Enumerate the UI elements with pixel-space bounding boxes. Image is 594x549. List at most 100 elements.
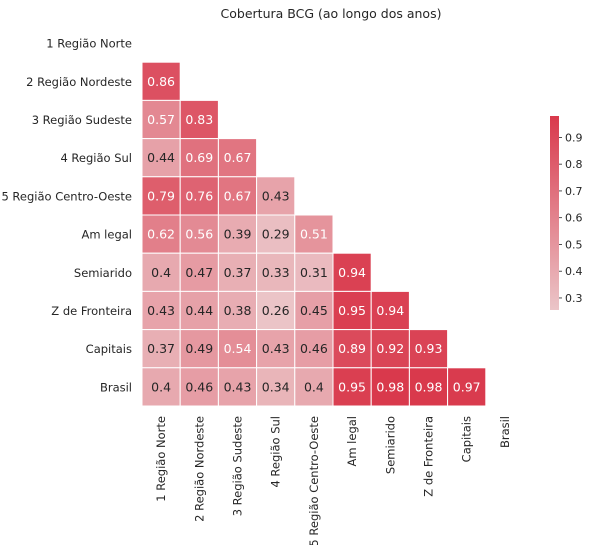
chart-title: Cobertura BCG (ao longo dos anos)	[221, 6, 442, 21]
heatmap-cell	[256, 252, 296, 292]
cell-value-label: 0.4	[151, 379, 171, 394]
x-tick-label-5-regiao-centro-oeste: 5 Região Centro-Oeste	[307, 416, 321, 545]
heatmap-cell	[179, 252, 219, 292]
x-tick-label-2-regiao-nordeste: 2 Região Nordeste	[192, 416, 206, 522]
cell-value-label: 0.97	[453, 379, 481, 394]
heatmap-cell	[217, 252, 258, 292]
cell-value-label: 0.56	[185, 227, 213, 242]
x-tick-label-capitais: Capitais	[460, 416, 474, 462]
cell-value-label: 0.92	[376, 341, 404, 356]
cell-value-label: 0.4	[304, 379, 324, 394]
cell-value-label: 0.37	[147, 341, 175, 356]
heatmap-cell	[370, 290, 410, 331]
colorbar-tick-label: 0.5	[565, 238, 583, 251]
y-tick-label-am-legal: Am legal	[81, 228, 132, 242]
cell-value-label: 0.44	[147, 150, 175, 165]
colorbar-tick-label: 0.7	[565, 185, 583, 198]
y-tick-label-1-regiao-norte: 1 Região Norte	[46, 37, 132, 51]
cell-value-label: 0.39	[224, 227, 252, 242]
cell-value-label: 0.26	[262, 303, 290, 318]
heatmap-cell	[256, 214, 296, 254]
cell-value-label: 0.86	[147, 74, 175, 89]
y-tick-label-brasil: Brasil	[100, 380, 132, 394]
cell-value-label: 0.37	[224, 265, 252, 280]
heatmap-cell	[294, 252, 334, 292]
heatmap-cell	[332, 367, 372, 407]
heatmap-cell	[179, 367, 219, 407]
heatmap-cell	[256, 176, 296, 216]
heatmap-cell	[141, 99, 181, 140]
cell-value-label: 0.54	[224, 341, 252, 356]
cell-value-label: 0.33	[262, 265, 290, 280]
cell-value-label: 0.67	[224, 188, 252, 203]
cell-value-label: 0.57	[147, 112, 175, 127]
x-tick-label-z-de-fronteira: Z de Fronteira	[422, 416, 436, 497]
heatmap-cell	[294, 367, 334, 407]
cell-value-label: 0.51	[300, 227, 328, 242]
heatmap-cell-labels: 0.86 0.57 0.83 0.44 0.69 0.67 0.79 0.76 0.67 0.43…	[147, 74, 480, 395]
cell-value-label: 0.43	[262, 341, 290, 356]
cell-value-label: 0.94	[338, 265, 366, 280]
cell-value-label: 0.31	[300, 265, 328, 280]
heatmap-cell	[217, 329, 258, 369]
colorbar-tick-label: 0.3	[565, 292, 583, 305]
y-tick-label-4-regiao-sul: 4 Região Sul	[60, 151, 132, 165]
y-tick-label-capitais: Capitais	[86, 342, 132, 356]
x-tick-label-am-legal: Am legal	[345, 416, 359, 467]
x-axis-tick-labels: 1 Região Norte 2 Região Nordeste 3 Região …	[154, 416, 512, 547]
x-tick-label-4-regiao-sul: 4 Região Sul	[269, 416, 283, 488]
cell-value-label: 0.93	[415, 341, 443, 356]
y-tick-label-5-regiao-centro-oeste: 5 Região Centro-Oeste	[1, 189, 132, 203]
cell-value-label: 0.98	[415, 379, 443, 394]
cell-value-label: 0.95	[338, 379, 366, 394]
heatmap-cells	[141, 61, 487, 407]
cell-value-label: 0.67	[224, 150, 252, 165]
x-tick-label-3-regiao-sudeste: 3 Região Sudeste	[231, 416, 245, 516]
heatmap-cell	[179, 290, 219, 331]
heatmap-cell	[332, 290, 372, 331]
cell-value-label: 0.44	[185, 303, 213, 318]
cell-value-label: 0.69	[185, 150, 213, 165]
heatmap-cell	[179, 176, 219, 216]
x-tick-label-semiarido: Semiarido	[383, 416, 397, 474]
x-tick-label-brasil: Brasil	[498, 416, 512, 448]
heatmap-cell	[447, 367, 487, 407]
heatmap-cell	[408, 329, 449, 369]
cell-value-label: 0.43	[262, 188, 290, 203]
heatmap-cell	[141, 290, 181, 331]
cell-value-label: 0.38	[224, 303, 252, 318]
cell-value-label: 0.98	[376, 379, 404, 394]
heatmap-cell	[141, 329, 181, 369]
y-tick-label-z-de-fronteira: Z de Fronteira	[51, 304, 132, 318]
y-tick-label-2-regiao-nordeste: 2 Região Nordeste	[26, 75, 132, 89]
cell-value-label: 0.29	[262, 227, 290, 242]
cell-value-label: 0.47	[185, 265, 213, 280]
cell-value-label: 0.45	[300, 303, 328, 318]
y-tick-label-semiarido: Semiarido	[74, 266, 132, 280]
colorbar-tick-label: 0.6	[565, 212, 583, 225]
colorbar: 0.3 0.4 0.5 0.6 0.7 0.8 0.9	[550, 116, 583, 310]
colorbar-tick-label: 0.4	[565, 265, 583, 278]
heatmap-cell	[141, 61, 181, 101]
heatmap-cell	[141, 367, 181, 407]
heatmap-cell	[256, 367, 296, 407]
x-tick-label-1-regiao-norte: 1 Região Norte	[154, 416, 168, 502]
heatmap-cell	[179, 214, 219, 254]
y-tick-label-3-regiao-sudeste: 3 Região Sudeste	[32, 113, 132, 127]
y-axis-tick-labels: 1 Região Norte 2 Região Nordeste 3 Região …	[1, 37, 132, 395]
cell-value-label: 0.94	[376, 303, 404, 318]
cell-value-label: 0.34	[262, 379, 290, 394]
cell-value-label: 0.49	[185, 341, 213, 356]
cell-value-label: 0.43	[224, 379, 252, 394]
heatmap-cell	[332, 252, 372, 292]
cell-value-label: 0.4	[151, 265, 171, 280]
cell-value-label: 0.46	[185, 379, 213, 394]
colorbar-tick-label: 0.9	[565, 131, 583, 144]
cell-value-label: 0.83	[185, 112, 213, 127]
cell-value-label: 0.79	[147, 188, 175, 203]
cell-value-label: 0.62	[147, 227, 175, 242]
colorbar-gradient	[550, 116, 559, 310]
cell-value-label: 0.95	[338, 303, 366, 318]
